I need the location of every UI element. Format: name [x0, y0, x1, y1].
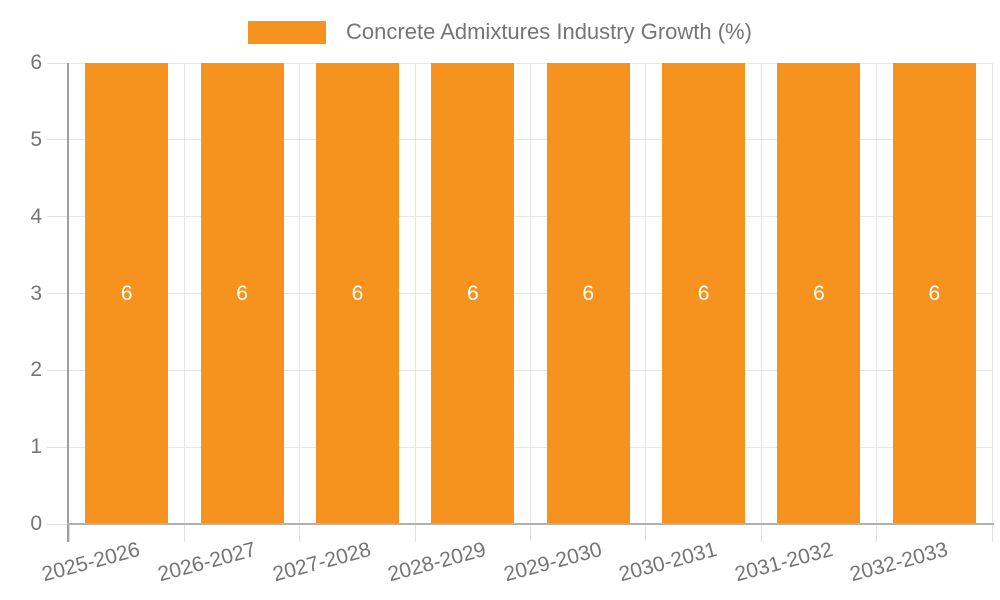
x-gridline [760, 63, 762, 524]
bar-value-label: 6 [813, 281, 825, 305]
x-axis-line [67, 523, 994, 525]
x-tick [414, 524, 416, 542]
y-axis-label: 0 [30, 512, 42, 535]
y-tick [47, 369, 69, 371]
x-gridline [876, 63, 878, 524]
x-axis-label: 2026-2027 [155, 538, 259, 587]
x-tick [760, 524, 762, 542]
y-tick [47, 139, 69, 141]
x-gridline [530, 63, 531, 524]
x-tick [530, 524, 531, 542]
y-tick [47, 216, 69, 218]
x-tick [645, 524, 647, 542]
bar[interactable]: 6 [85, 63, 169, 524]
bar[interactable]: 6 [662, 63, 746, 524]
legend[interactable]: Concrete Admixtures Industry Growth (%) [0, 19, 1000, 45]
y-axis-label: 5 [30, 127, 42, 151]
x-gridline [991, 63, 993, 524]
bar-value-label: 6 [697, 281, 710, 305]
x-tick [68, 524, 70, 542]
x-axis-label: 2032-2033 [847, 538, 951, 587]
x-axis-label: 2027-2028 [270, 538, 374, 587]
y-axis-line [67, 63, 69, 542]
x-tick [876, 524, 878, 542]
x-gridline [645, 63, 647, 524]
bar[interactable]: 6 [892, 63, 976, 524]
legend-swatch [248, 20, 327, 44]
y-tick [47, 446, 69, 448]
x-axis-label: 2031-2032 [731, 538, 835, 587]
x-tick [183, 524, 185, 542]
y-axis-label: 1 [30, 435, 42, 459]
x-gridline [299, 63, 301, 524]
bar[interactable]: 6 [546, 63, 630, 524]
y-axis-label: 6 [30, 51, 42, 74]
y-tick [47, 293, 69, 294]
x-tick [299, 524, 301, 542]
y-tick [47, 62, 69, 64]
bar-value-label: 6 [120, 281, 133, 305]
x-axis-label: 2030-2031 [616, 538, 720, 587]
bar-value-label: 6 [466, 281, 479, 305]
x-gridline [414, 63, 416, 524]
x-gridline [183, 63, 185, 524]
bar[interactable]: 6 [315, 63, 399, 524]
bar[interactable]: 6 [200, 63, 284, 524]
bar[interactable]: 6 [777, 63, 861, 524]
bar-value-label: 6 [236, 281, 248, 305]
y-axis-label: 4 [30, 204, 42, 228]
bar-value-label: 6 [351, 281, 364, 305]
x-axis-label: 2025-2026 [39, 538, 143, 587]
y-tick [47, 523, 69, 525]
x-axis-label: 2029-2030 [501, 538, 605, 587]
x-tick [991, 524, 993, 542]
x-axis-label: 2028-2029 [385, 538, 489, 587]
legend-label: Concrete Admixtures Industry Growth (%) [346, 19, 752, 44]
y-axis-label: 3 [30, 281, 42, 305]
bar[interactable]: 6 [431, 63, 515, 524]
bar-value-label: 6 [582, 281, 595, 305]
bar-value-label: 6 [928, 281, 941, 305]
y-axis-label: 2 [30, 358, 42, 382]
